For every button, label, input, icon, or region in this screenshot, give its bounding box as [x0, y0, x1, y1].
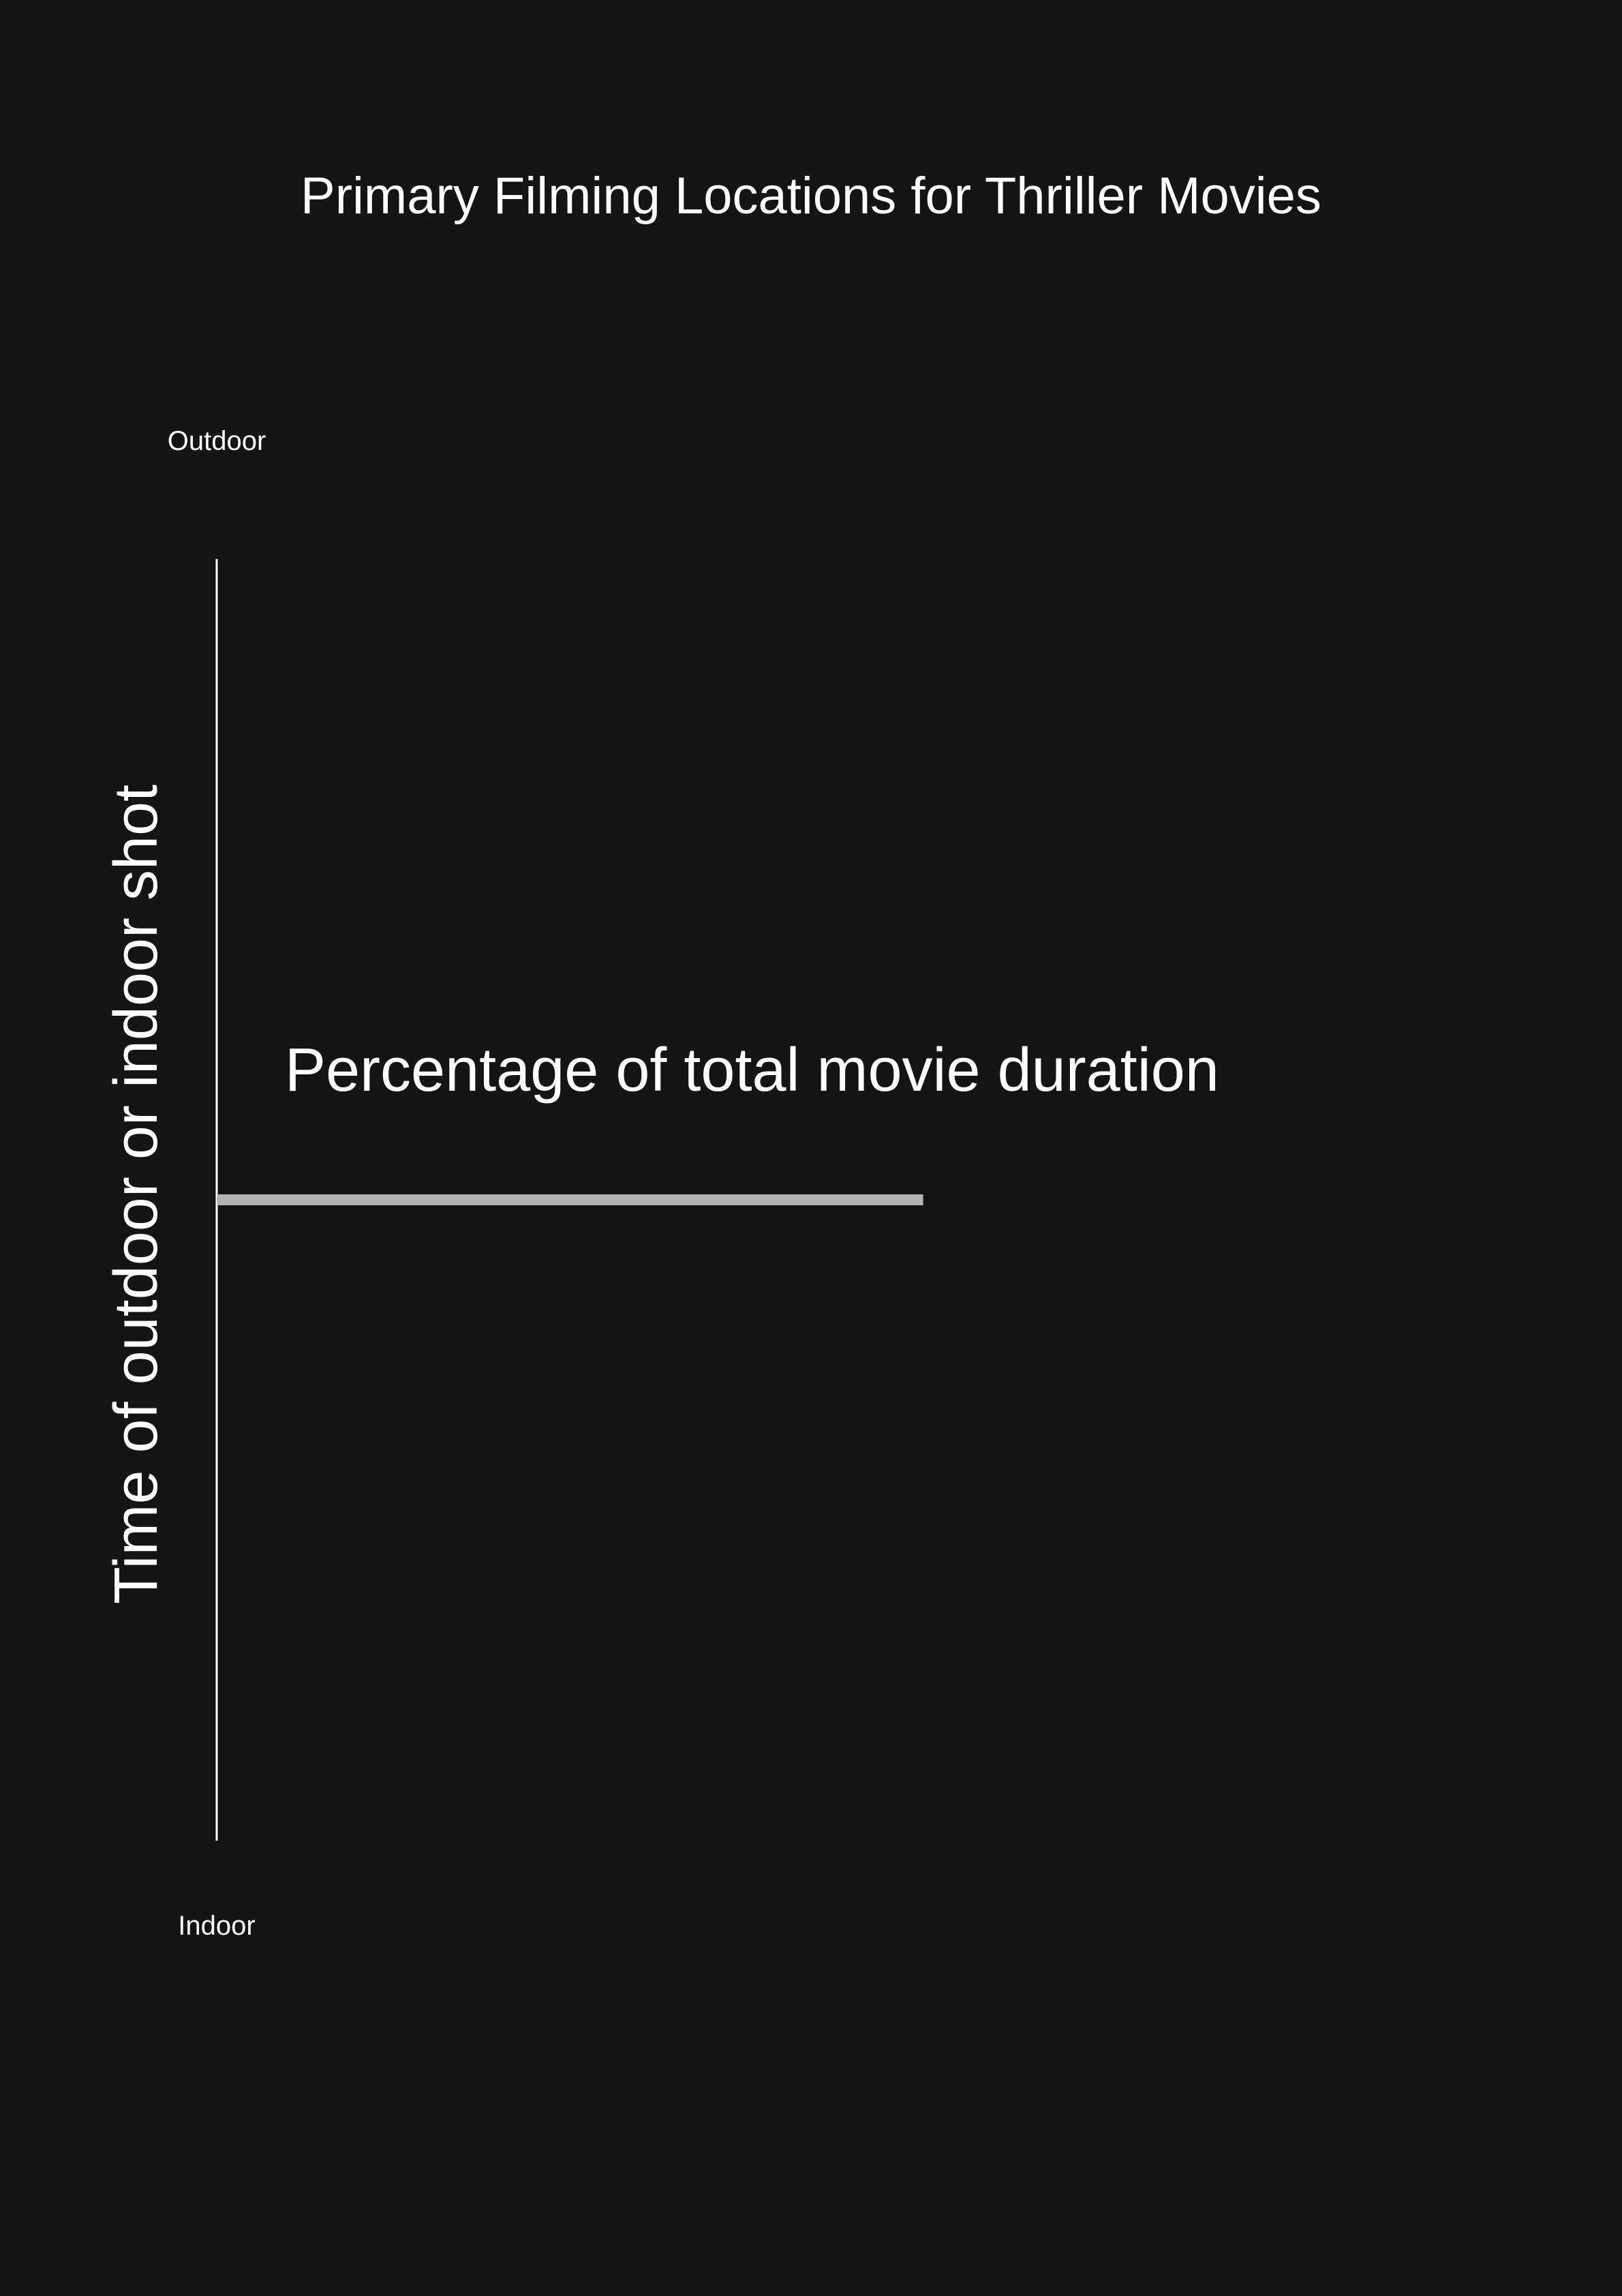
chart-title: Primary Filming Locations for Thriller M…: [301, 167, 1321, 225]
bar-0: [218, 1194, 923, 1205]
axis-bottom-label: Indoor: [178, 1911, 255, 1941]
y-axis-title: Time of outdoor or indoor shot: [102, 785, 170, 1604]
bars-group: [218, 1194, 923, 1205]
annotation-label: Percentage of total movie duration: [285, 1036, 1219, 1104]
axis-top-label: Outdoor: [168, 426, 266, 456]
